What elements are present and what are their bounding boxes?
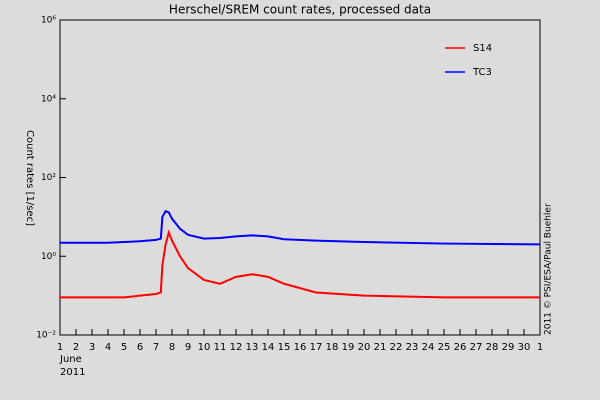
x-tick-label: 25 xyxy=(438,342,451,353)
x-tick-label: 30 xyxy=(518,342,531,353)
x-tick-label: 23 xyxy=(406,342,419,353)
x-tick-label: 15 xyxy=(278,342,291,353)
x-tick-label: 3 xyxy=(89,342,95,353)
chart-title: Herschel/SREM count rates, processed dat… xyxy=(169,3,431,17)
legend-label: S14 xyxy=(473,43,492,54)
credit: 2011 © PSI/ESA/Paul Buehler xyxy=(544,203,554,335)
legend-label: TC3 xyxy=(472,67,492,78)
x-tick-label: 10 xyxy=(198,342,211,353)
x-tick-label: 11 xyxy=(214,342,227,353)
x-tick-label: 27 xyxy=(470,342,483,353)
y-tick-label: 10² xyxy=(41,173,56,183)
y-tick-label: 10⁴ xyxy=(41,94,56,104)
x-tick-label: 18 xyxy=(326,342,339,353)
x-tick-label: 29 xyxy=(502,342,515,353)
x-tick-label: 2 xyxy=(73,342,79,353)
series-line xyxy=(60,209,541,246)
x-tick-label: 9 xyxy=(185,342,191,353)
x-tick-label: 24 xyxy=(422,342,435,353)
x-axis-label: 2011 xyxy=(60,367,85,378)
y-tick-label: 10⁰ xyxy=(41,252,56,262)
x-tick-label: 13 xyxy=(246,342,259,353)
x-tick-label: 21 xyxy=(374,342,387,353)
x-tick-label: 14 xyxy=(262,342,275,353)
x-tick-label: 1 xyxy=(537,342,543,353)
x-axis-label: June xyxy=(59,354,82,365)
y-tick-label: 10⁶ xyxy=(41,16,56,26)
x-tick-label: 8 xyxy=(169,342,175,353)
x-tick-label: 5 xyxy=(121,342,127,353)
x-tick-label: 22 xyxy=(390,342,403,353)
x-tick-label: 4 xyxy=(105,342,111,353)
y-tick-label: 10⁻² xyxy=(36,331,56,341)
x-tick-label: 28 xyxy=(486,342,499,353)
x-tick-label: 7 xyxy=(153,342,159,353)
x-tick-label: 6 xyxy=(137,342,143,353)
x-tick-label: 26 xyxy=(454,342,467,353)
x-tick-label: 19 xyxy=(342,342,355,353)
series-line xyxy=(60,229,540,299)
y-axis-label: Count rates [1/sec] xyxy=(24,130,35,226)
x-tick-label: 16 xyxy=(294,342,307,353)
x-tick-label: 12 xyxy=(230,342,243,353)
x-tick-label: 17 xyxy=(310,342,323,353)
x-tick-label: 20 xyxy=(358,342,371,353)
x-tick-label: 1 xyxy=(57,342,63,353)
